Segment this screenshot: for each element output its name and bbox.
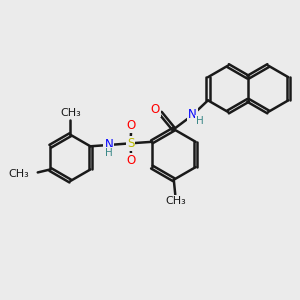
Text: S: S	[127, 137, 134, 150]
Text: N: N	[104, 138, 113, 151]
Text: O: O	[127, 154, 136, 167]
Text: CH₃: CH₃	[165, 196, 186, 206]
Text: N: N	[188, 108, 197, 121]
Text: CH₃: CH₃	[60, 108, 81, 118]
Text: H: H	[196, 116, 204, 126]
Text: O: O	[150, 103, 160, 116]
Text: O: O	[127, 119, 136, 132]
Text: CH₃: CH₃	[9, 169, 29, 179]
Text: H: H	[105, 148, 113, 158]
